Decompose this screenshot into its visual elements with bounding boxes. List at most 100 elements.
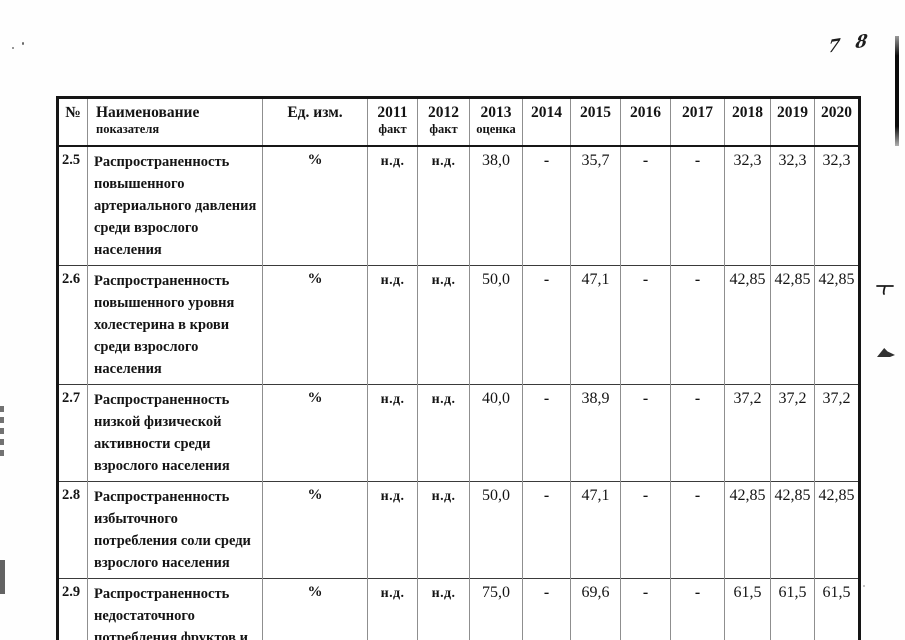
cell-value: н.д. [367,145,418,266]
cell-value: - [670,145,725,266]
column-header-label: 2020 [821,104,852,121]
table-row-2.7: 2.7 Распространенность низкой физической … [57,383,860,482]
cell-number: 2.9 [57,578,88,640]
cell-value: 37,2 [770,383,815,482]
column-header-label: 2013 [480,104,512,121]
cell-value: н.д. [417,578,470,640]
cell-value: 75,0 [469,578,523,640]
scan-speck [863,585,865,587]
cell-value: н.д. [417,480,470,579]
cell-number: 2.5 [57,145,88,266]
column-header-sublabel: оценка [476,122,516,137]
cell-value: н.д. [367,383,418,482]
column-header-sublabel: факт [429,122,458,137]
column-header-name: Наименование показателя [87,97,263,147]
cell-value: н.д. [367,578,418,640]
cell-value: - [522,578,571,640]
cell-indicator-name: Распространенность повышенного уровня хо… [87,264,263,385]
cell-value: - [670,383,725,482]
cell-unit: % [262,383,368,482]
cell-indicator-name: Распространенность повышенного артериаль… [87,145,263,266]
column-header-2014: 2014 [522,97,571,147]
cell-indicator-name: Распространенность низкой физической акт… [87,383,263,482]
cell-indicator-name: Распространенность избыточного потреблен… [87,480,263,579]
column-header-label: 2018 [732,104,763,121]
table-body: 2.5 Распространенность повышенного артери… [57,145,860,640]
cell-value: 38,9 [570,383,621,482]
column-header-2020: 2020 [814,97,860,147]
column-header-label: 2016 [630,104,661,121]
column-header-label: Ед. изм. [287,104,343,121]
table-row-2.9: 2.9 Распространенность недостаточного пот… [57,578,860,640]
cell-value: - [522,264,571,385]
cell-value: 42,85 [814,480,860,579]
cell-value: - [620,264,671,385]
column-header-2018: 2018 [724,97,771,147]
cell-value: 32,3 [724,145,771,266]
column-header-label: 2019 [777,104,808,121]
handwritten-smudge-mark [877,348,895,357]
cell-value: - [620,145,671,266]
cell-unit: % [262,264,368,385]
cell-value: 47,1 [570,480,621,579]
table-header-row: № Наименование показателя Ед. изм. 2011 факт 2… [57,97,860,147]
scan-edge-artifact [0,560,5,594]
column-header-label: 2017 [682,104,713,121]
handwritten-page-number: 7 8 [827,30,874,58]
cell-value: 32,3 [770,145,815,266]
column-header-sublabel: факт [378,122,407,137]
column-header-2012: 2012 факт [417,97,470,147]
column-header-2011: 2011 факт [367,97,418,147]
cell-unit: % [262,145,368,266]
cell-indicator-name: Распространенность недостаточного потреб… [87,578,263,640]
column-header-2013: 2013 оценка [469,97,523,147]
cell-number: 2.7 [57,383,88,482]
cell-value: 37,2 [814,383,860,482]
column-header-label: 2015 [580,104,611,121]
cell-unit: % [262,578,368,640]
cell-value: 32,3 [814,145,860,266]
cell-value: 47,1 [570,264,621,385]
column-header-unit: Ед. изм. [262,97,368,147]
cell-value: 42,85 [770,480,815,579]
cell-value: 42,85 [770,264,815,385]
scan-edge-artifact [0,406,4,460]
cell-value: н.д. [367,264,418,385]
cell-value: 42,85 [814,264,860,385]
cell-value: - [670,480,725,579]
cell-number: 2.6 [57,264,88,385]
scan-speck [12,47,14,49]
cell-unit: % [262,480,368,579]
column-header-2015: 2015 [570,97,621,147]
cell-value: - [522,480,571,579]
cell-value: 37,2 [724,383,771,482]
cell-value: н.д. [417,145,470,266]
cell-value: 40,0 [469,383,523,482]
table-row-2.6: 2.6 Распространенность повышенного уровня… [57,264,860,385]
cell-value: н.д. [417,264,470,385]
cell-value: 61,5 [724,578,771,640]
table-header: № Наименование показателя Ед. изм. 2011 факт 2… [57,97,860,147]
cell-value: 35,7 [570,145,621,266]
cell-number: 2.8 [57,480,88,579]
cell-value: 42,85 [724,264,771,385]
column-header-2019: 2019 [770,97,815,147]
table-row-2.5: 2.5 Распространенность повышенного артери… [57,145,860,266]
column-header-label: 2012 [428,104,459,121]
cell-value: - [620,383,671,482]
cell-value: 38,0 [469,145,523,266]
column-header-sublabel: показателя [96,122,160,137]
cell-value: н.д. [367,480,418,579]
cell-value: 42,85 [724,480,771,579]
cell-value: - [620,480,671,579]
cell-value: 61,5 [770,578,815,640]
column-header-label: Наименование [96,104,200,121]
column-header-num: № [57,97,88,147]
indicators-table: № Наименование показателя Ед. изм. 2011 факт 2… [56,96,861,640]
scan-speck [22,42,24,45]
cell-value: 61,5 [814,578,860,640]
cell-value: - [522,383,571,482]
scan-edge-line [895,36,899,146]
handwritten-tick-mark [876,285,894,295]
